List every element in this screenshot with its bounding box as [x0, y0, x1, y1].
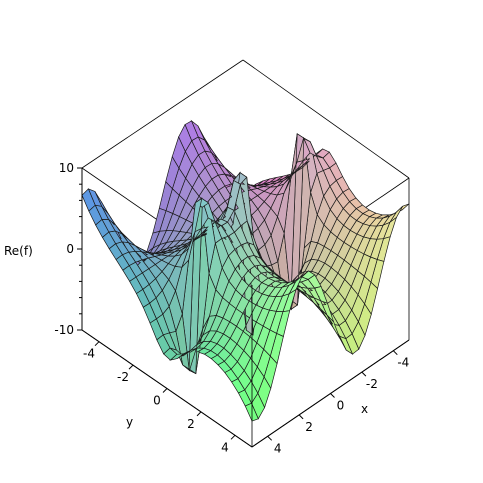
z-tick-label: -10 — [54, 323, 74, 337]
y-tick — [230, 434, 236, 440]
y-axis-title: y — [126, 415, 133, 429]
axes: 10 0 -10 -4 -2 0 2 4 -4 -2 0 2 4 — [54, 161, 409, 455]
x-tick-label: 2 — [305, 420, 313, 434]
x-tick-label: 4 — [274, 441, 282, 455]
y-tick-label: 2 — [187, 417, 195, 431]
y-tick-label: -4 — [83, 347, 95, 361]
x-axis-title: x — [361, 402, 368, 416]
x-tick — [298, 414, 304, 420]
z-tick-label: 10 — [59, 161, 74, 175]
y-tick-label: -2 — [117, 370, 129, 384]
z-tick-label: 0 — [66, 242, 74, 256]
box-edge — [81, 59, 244, 169]
y-tick-label: 0 — [153, 394, 161, 408]
surface-mesh — [81, 119, 410, 422]
x-tick — [330, 393, 335, 398]
x-tick-label: -4 — [397, 356, 409, 370]
x-tick — [392, 350, 398, 356]
y-tick — [128, 364, 134, 370]
z-axis-title: Re(f) — [4, 244, 33, 258]
x-tick-label: -2 — [366, 377, 378, 391]
y-tick — [94, 341, 100, 347]
x-tick — [361, 371, 367, 377]
x-tick — [267, 435, 273, 441]
y-tick — [162, 388, 168, 393]
y-tick-label: 4 — [221, 440, 229, 454]
x-tick-label: 0 — [337, 399, 345, 413]
surface-patch — [81, 188, 96, 212]
y-tick — [196, 411, 202, 417]
box-edge — [242, 59, 410, 179]
